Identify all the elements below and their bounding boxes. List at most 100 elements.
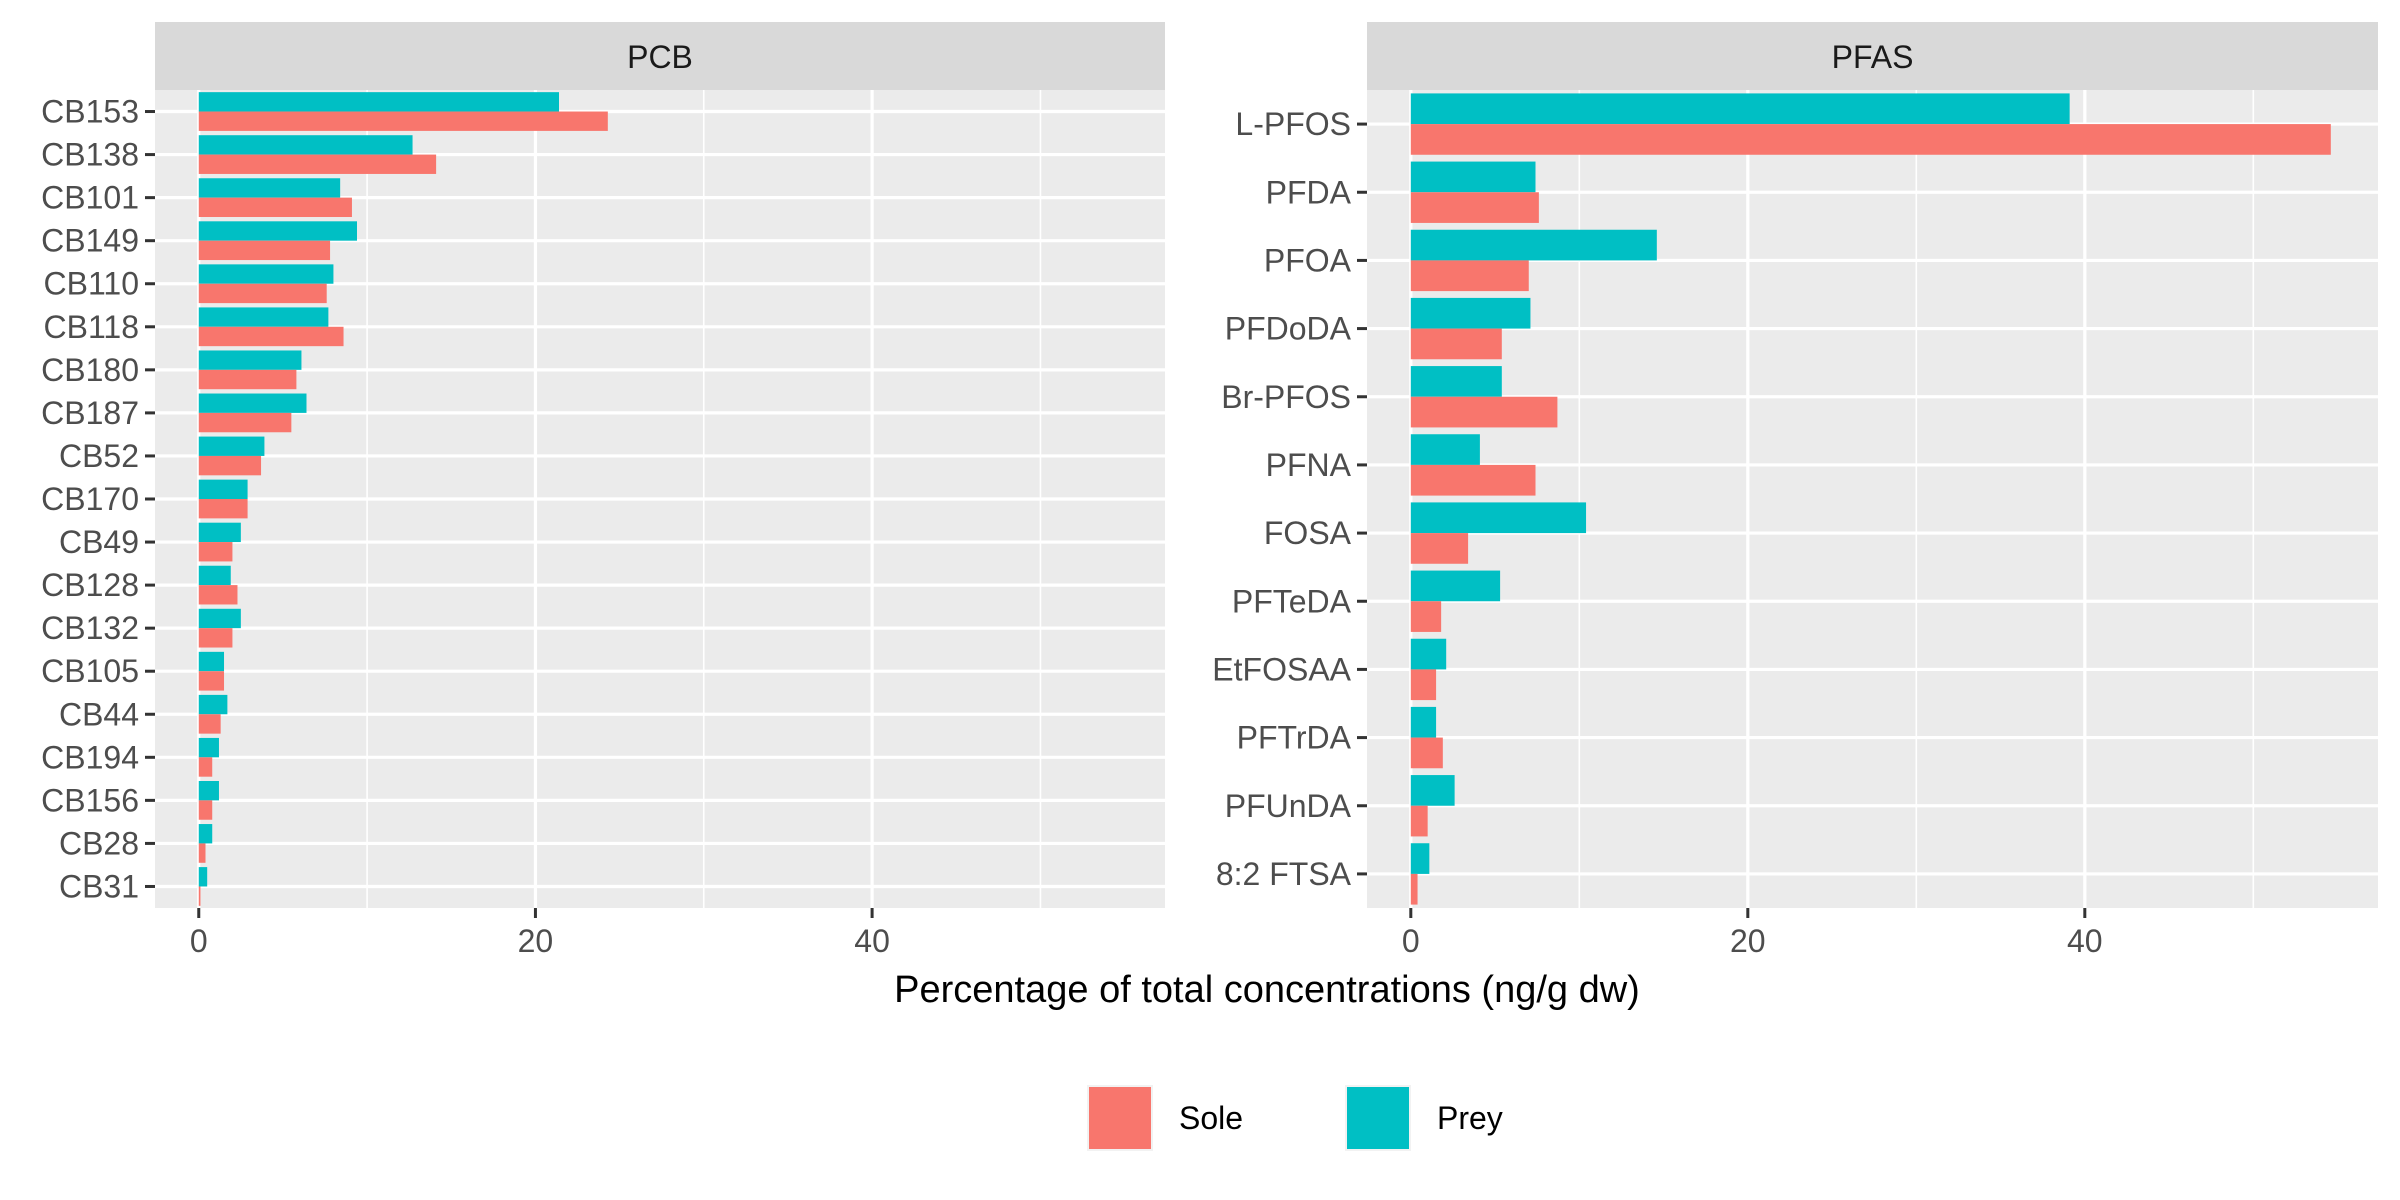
y-tick-label: PFUnDA <box>1225 788 1352 824</box>
bar-prey <box>198 350 302 370</box>
y-tick-label: CB153 <box>41 94 139 130</box>
bar-sole <box>1410 669 1437 701</box>
x-tick-label: 20 <box>1730 923 1766 959</box>
bar-prey <box>198 694 228 715</box>
y-tick-label: CB52 <box>59 438 139 474</box>
bar-sole <box>198 154 437 174</box>
bar-sole <box>198 326 344 347</box>
y-tick-label: CB105 <box>41 653 139 689</box>
x-tick-label: 20 <box>518 923 554 959</box>
bar-prey <box>1410 297 1531 329</box>
bar-prey <box>198 737 219 758</box>
bar-sole <box>1410 464 1536 496</box>
bar-prey <box>1410 229 1657 261</box>
x-axis-label: Percentage of total concentrations (ng/g… <box>894 969 1640 1011</box>
bar-prey <box>198 264 334 284</box>
bar-sole <box>1410 805 1428 837</box>
bar-sole <box>198 671 225 691</box>
legend: Sole Prey <box>1087 1085 1503 1151</box>
bar-prey <box>1410 434 1480 465</box>
bar-sole <box>1410 533 1469 564</box>
bar-prey <box>198 221 357 241</box>
y-tick-label: CB156 <box>41 782 139 818</box>
facet-title: PCB <box>627 39 693 75</box>
bar-sole <box>198 369 297 390</box>
bar-sole <box>1410 328 1502 360</box>
bar-sole <box>1410 601 1442 632</box>
bar-prey <box>1410 706 1437 738</box>
bar-sole <box>1410 396 1558 428</box>
bar-sole <box>198 197 352 218</box>
bar-prey <box>198 436 265 456</box>
y-tick-label: CB118 <box>44 309 139 345</box>
y-tick-label: CB194 <box>41 739 139 775</box>
bar-sole <box>198 542 233 562</box>
bar-sole <box>198 412 292 433</box>
bar-sole <box>198 628 233 648</box>
bar-sole <box>1410 737 1443 769</box>
bar-prey <box>198 651 225 672</box>
panel-pcb: PCB CB153 CB138 CB101 CB149 CB110 CB118 CB180 CB… <box>41 22 1165 959</box>
bar-prey <box>198 565 231 586</box>
bar-prey <box>198 867 208 887</box>
y-tick-label: CB101 <box>41 180 139 216</box>
x-tick-label: 40 <box>2067 923 2103 959</box>
bar-prey <box>198 135 413 155</box>
bar-sole <box>1410 124 2331 155</box>
bar-prey <box>198 393 307 413</box>
y-tick-label: PFTeDA <box>1232 583 1352 619</box>
legend-label-prey: Prey <box>1437 1100 1503 1136</box>
y-tick-label: CB132 <box>41 610 139 646</box>
bar-prey <box>198 522 241 543</box>
y-tick-label: Br-PFOS <box>1221 379 1351 415</box>
bar-sole <box>198 283 327 304</box>
panel-pfas: PFAS L-PFOS PFDA PFOA PFDoDA Br-PFOS PFNA FOSA P… <box>1212 22 2378 959</box>
legend-key-prey <box>1347 1087 1409 1149</box>
chart-panels: PCB CB153 CB138 CB101 CB149 CB110 CB118 CB180 CB… <box>41 22 2378 959</box>
y-tick-label: CB110 <box>44 266 139 302</box>
y-tick-label: PFOA <box>1264 242 1352 278</box>
y-tick-label: PFTrDA <box>1237 720 1352 756</box>
bar-sole <box>198 757 213 777</box>
y-tick-label: PFNA <box>1266 447 1352 483</box>
bar-sole <box>198 111 608 131</box>
y-tick-label: EtFOSAA <box>1212 651 1351 687</box>
bar-prey <box>198 608 241 629</box>
bar-prey <box>198 307 329 327</box>
bar-sole <box>198 800 213 820</box>
legend-key-sole <box>1089 1087 1151 1149</box>
x-tick-label: 0 <box>190 923 208 959</box>
bar-sole <box>198 585 238 605</box>
bar-prey <box>198 178 341 198</box>
bar-prey <box>198 92 559 112</box>
bar-prey <box>198 479 248 499</box>
bar-sole <box>1410 873 1418 905</box>
y-tick-label: CB180 <box>41 352 139 388</box>
y-tick-label: CB28 <box>59 825 139 861</box>
bar-prey <box>1410 775 1455 806</box>
bar-prey <box>1410 843 1430 874</box>
bar-sole <box>198 499 248 519</box>
y-tick-label: CB128 <box>41 567 139 603</box>
legend-label-sole: Sole <box>1179 1100 1243 1136</box>
y-tick-label: 8:2 FTSA <box>1216 856 1352 892</box>
x-tick-label: 40 <box>854 923 890 959</box>
y-tick-label: PFDA <box>1266 174 1352 210</box>
bar-sole <box>198 886 201 906</box>
bar-prey <box>198 780 219 801</box>
bar-prey <box>1410 93 2070 125</box>
bar-sole <box>198 714 221 734</box>
facet-strip <box>155 22 1165 90</box>
x-tick-label: 0 <box>1402 923 1420 959</box>
bar-prey <box>1410 161 1536 193</box>
plot-background <box>1367 90 2378 908</box>
y-tick-label: L-PFOS <box>1235 106 1351 142</box>
bar-sole <box>1410 260 1529 292</box>
y-tick-label: CB31 <box>59 868 139 904</box>
facet-title: PFAS <box>1832 39 1914 75</box>
y-tick-label: CB44 <box>59 696 139 732</box>
y-tick-label: CB187 <box>41 395 139 431</box>
bar-sole <box>198 843 206 863</box>
bar-sole <box>198 455 262 476</box>
